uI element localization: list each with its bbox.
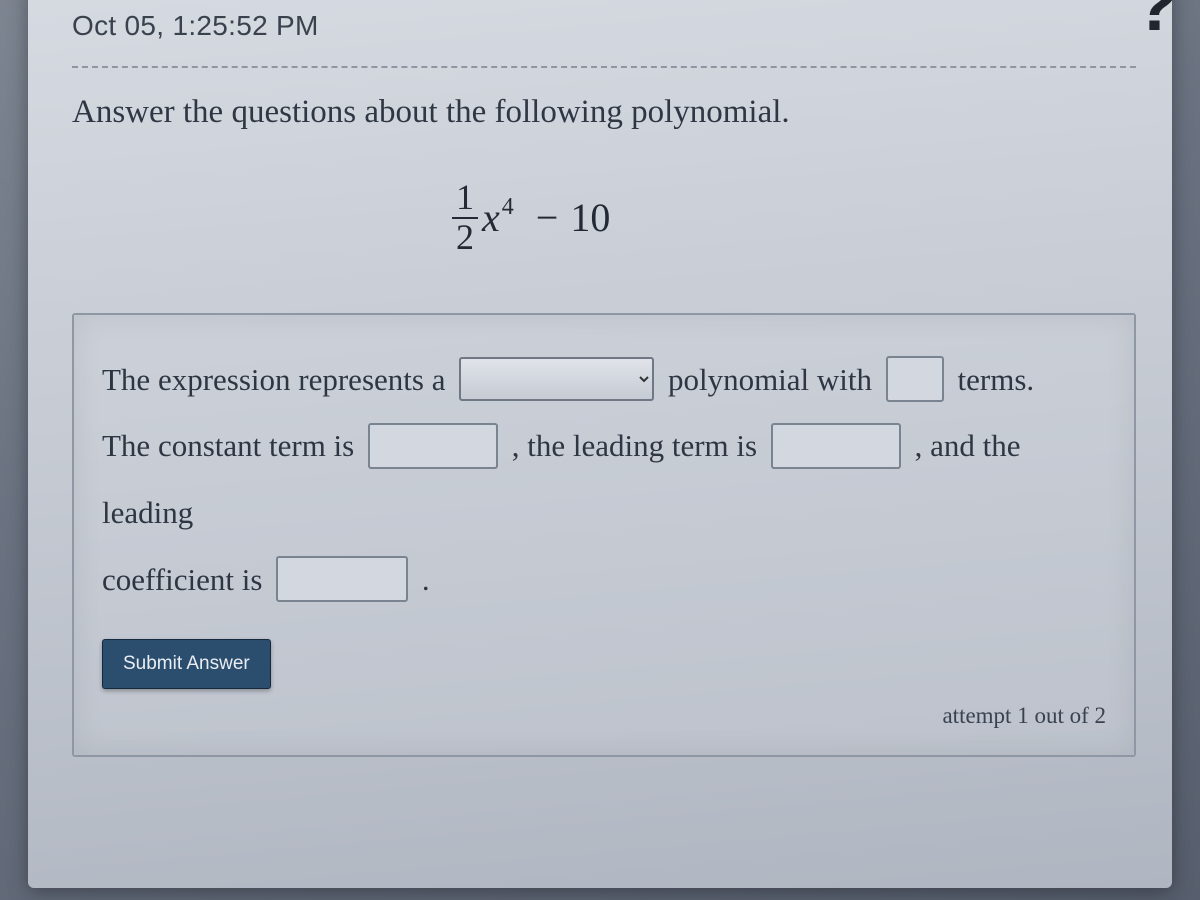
attempt-counter: attempt 1 out of 2 [102, 703, 1106, 729]
fraction-numerator: 1 [452, 179, 478, 217]
text-polynomial-with: polynomial with [668, 362, 872, 397]
answer-line-1: The expression represents a polynomial w… [102, 345, 1106, 412]
constant-term-input[interactable] [368, 423, 498, 469]
fraction: 1 2 [452, 179, 478, 257]
answer-line-2: The constant term is , the leading term … [102, 411, 1106, 544]
leading-coefficient-input[interactable] [276, 556, 408, 602]
question-prompt: Answer the questions about the following… [72, 94, 1136, 131]
degree-select[interactable] [459, 357, 654, 401]
text-leading-term-is: , the leading term is [512, 428, 757, 463]
answer-area: The expression represents a polynomial w… [72, 313, 1136, 758]
text-constant-term-is: The constant term is [102, 428, 354, 463]
exponent: 4 [502, 194, 514, 221]
fraction-denominator: 2 [452, 219, 478, 257]
minus-sign: − [536, 194, 559, 241]
answer-line-3: coefficient is . [102, 545, 1106, 612]
timestamp: Oct 05, 1:25:52 PM [72, 10, 1136, 42]
divider [72, 66, 1136, 68]
constant-term: 10 [570, 194, 610, 241]
polynomial-expression: 1 2 x 4 − 10 [452, 179, 1136, 257]
leading-term-input[interactable] [771, 423, 901, 469]
text-terms: terms. [958, 362, 1035, 397]
question-card: ? Oct 05, 1:25:52 PM Answer the question… [28, 0, 1172, 888]
terms-input[interactable] [886, 356, 944, 402]
help-icon[interactable]: ? [1134, 0, 1178, 42]
submit-answer-button[interactable]: Submit Answer [102, 639, 271, 689]
text-coefficient-is: coefficient is [102, 562, 262, 597]
text-period: . [422, 562, 430, 597]
text-expression-represents: The expression represents a [102, 362, 445, 397]
variable-x: x [482, 194, 500, 241]
